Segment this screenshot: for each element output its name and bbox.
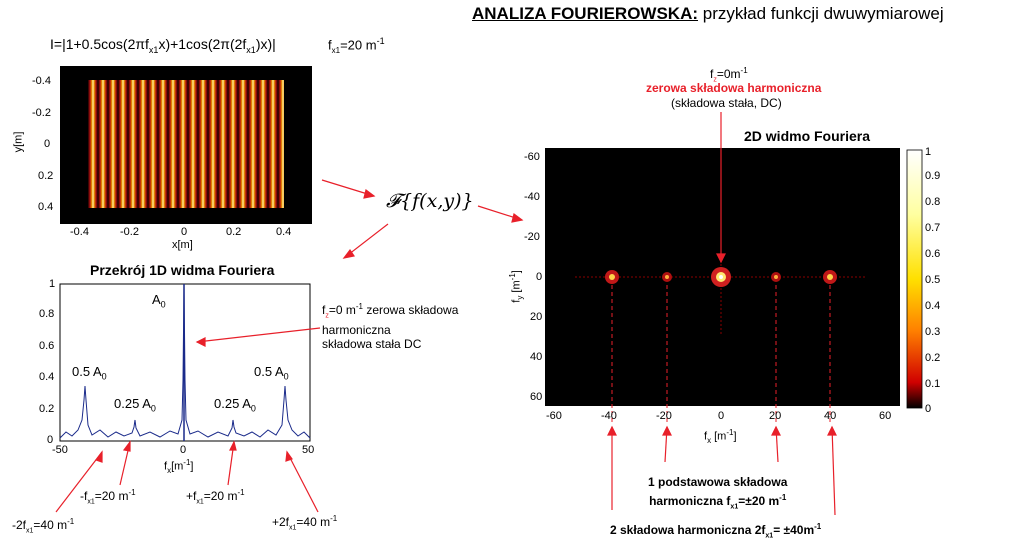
spectrum-2d-peaks (575, 220, 865, 335)
fx1-value: fx1=20 m-1 (328, 36, 385, 55)
spectrum-2d-ytick: 20 (530, 311, 543, 323)
top-note-zero-harmonic: zerowa składowa harmoniczna (646, 81, 822, 95)
image-ytick: 0.4 (38, 201, 54, 213)
dc-note: fz=0 m-1 zerowa składowa harmoniczna skład… (322, 302, 459, 352)
colorbar-tick: 0.8 (925, 196, 941, 208)
spectrum-1d-xlabel: fx[m-1] (164, 458, 194, 475)
label-minus-2fx1: -2fx1=40 m-1 (12, 517, 75, 535)
colorbar-tick: 0 (925, 403, 932, 415)
spectrum-2d-ytick: -20 (524, 231, 540, 243)
spectrum-1d-title: Przekrój 1D widma Fouriera (90, 262, 275, 278)
spectrum-1d-ytick: 0 (47, 434, 54, 446)
spectrum-2d-xtick: 20 (769, 410, 782, 422)
colorbar-tick: 0.7 (925, 222, 941, 234)
spectrum-1d-ytick: 0.6 (39, 340, 55, 352)
peak-label-05-left: 0.5 A0 (72, 364, 107, 382)
top-note-fz: fz=0m-1 (710, 66, 748, 84)
colorbar-tick: 0.5 (925, 274, 941, 286)
image-xtick: 0 (181, 226, 188, 238)
spectrum-1d-ytick: 0.8 (39, 308, 55, 320)
label-plus-fx1: +fx1=20 m-1 (186, 488, 245, 506)
image-xtick: -0.4 (70, 226, 89, 238)
spectrum-1d-xtick: 50 (302, 444, 315, 456)
image-xtick: 0.4 (276, 226, 292, 238)
colorbar (906, 149, 923, 409)
peak-label-a0: A0 (152, 292, 166, 310)
colorbar-tick: 0.9 (925, 170, 941, 182)
spectrum-2d-xtick: -60 (546, 410, 562, 422)
note-first-harmonic: 1 podstawowa składowa harmoniczna fx1=±20… (648, 475, 788, 511)
top-note-dc: (składowa stała, DC) (671, 96, 782, 110)
spectrum-2d-ytick: -40 (524, 191, 540, 203)
image-ytick: 0 (44, 138, 51, 150)
image-xtick: -0.2 (120, 226, 139, 238)
fourier-operator: 𝓕{f(x,y)} (386, 190, 474, 212)
spectrum-1d-ytick: 1 (49, 278, 56, 290)
spectrum-2d-ylabel: fy [m-1] (507, 270, 525, 303)
peak-label-05-right: 0.5 A0 (254, 364, 289, 382)
spectrum-2d-ytick: 40 (530, 351, 543, 363)
image-ytick: -0.4 (32, 75, 51, 87)
image-ytick: -0.2 (32, 107, 51, 119)
note-second-harmonic: 2 składowa harmoniczna 2fx1= ±40m-1 (610, 522, 822, 540)
colorbar-tick: 1 (925, 146, 932, 158)
spectrum-2d-ytick: 0 (536, 271, 543, 283)
image-xtick: 0.2 (226, 226, 242, 238)
image-ytick: 0.2 (38, 170, 54, 182)
colorbar-tick: 0.3 (925, 326, 941, 338)
fringe-pattern (88, 80, 284, 208)
spectrum-2d-ytick: -60 (524, 151, 540, 163)
spectrum-1d-ytick: 0.2 (39, 403, 55, 415)
spectrum-2d-title: 2D widmo Fouriera (744, 128, 871, 144)
image-xlabel: x[m] (172, 239, 193, 251)
spectrum-1d-xtick: 0 (180, 444, 187, 456)
spectrum-1d-ytick: 0.4 (39, 371, 55, 383)
spectrum-2d-xtick: 0 (718, 410, 725, 422)
spectrum-2d-xtick: 40 (824, 410, 837, 422)
colorbar-tick: 0.6 (925, 248, 941, 260)
colorbar-tick: 0.1 (925, 378, 941, 390)
label-minus-fx1: -fx1=20 m-1 (80, 488, 136, 506)
spectrum-2d-xlabel: fx [m-1] (704, 428, 737, 445)
label-plus-2fx1: +2fx1=40 m-1 (272, 514, 338, 532)
page-title: ANALIZA FOURIEROWSKA: przykład funkcji d… (472, 4, 944, 23)
peak-label-025-right: 0.25 A0 (214, 396, 256, 414)
formula: I=|1+0.5cos(2πfx1x)+1cos(2π(2fx1)x)| (50, 36, 276, 55)
colorbar-tick: 0.2 (925, 352, 941, 364)
spectrum-2d-xtick: -20 (656, 410, 672, 422)
spectrum-2d-xtick: 60 (879, 410, 892, 422)
colorbar-tick: 0.4 (925, 300, 941, 312)
peak-label-025-left: 0.25 A0 (114, 396, 156, 414)
spectrum-2d-ytick: 60 (530, 391, 543, 403)
spectrum-2d-xtick: -40 (601, 410, 617, 422)
spectrum-1d-xtick: -50 (52, 444, 68, 456)
